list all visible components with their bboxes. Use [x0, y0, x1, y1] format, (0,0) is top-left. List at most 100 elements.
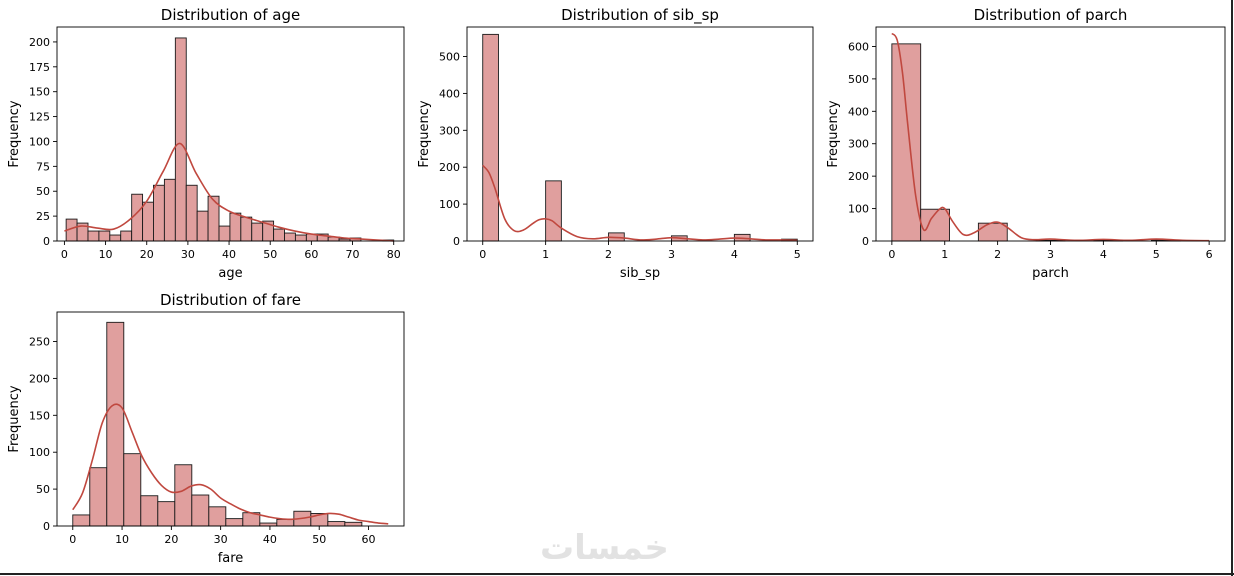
- chart-title: Distribution of age: [161, 6, 300, 24]
- kde-line: [891, 32, 1210, 242]
- y-tick-label: 25: [36, 210, 50, 223]
- x-tick-label: 4: [731, 248, 738, 261]
- frame-right-border: [1231, 0, 1233, 576]
- x-axis-label: age: [218, 266, 242, 281]
- frame-bottom-border: [0, 573, 1234, 575]
- y-tick-label: 200: [29, 372, 50, 385]
- x-axis-label: parch: [1032, 266, 1069, 281]
- histogram-bar: [891, 43, 922, 242]
- y-axis-label: Frequency: [417, 100, 432, 167]
- histogram-bar: [344, 521, 363, 527]
- chart-title: Distribution of parch: [974, 6, 1128, 24]
- x-tick-label: 70: [346, 248, 360, 261]
- y-tick-label: 400: [439, 87, 460, 100]
- y-tick-label: 0: [43, 520, 50, 533]
- chart-panel-1: 0 10 20 30 40 50 60 70 80 0 25 50 75 100 125 150 175 200 D…: [7, 6, 405, 281]
- histogram-bar: [89, 467, 108, 527]
- y-tick-label: 200: [439, 161, 460, 174]
- y-tick-label: 100: [29, 446, 50, 459]
- x-tick-label: 10: [115, 533, 129, 546]
- x-tick-label: 1: [941, 248, 948, 261]
- x-tick-label: 5: [794, 248, 801, 261]
- y-tick-label: 100: [439, 198, 460, 211]
- histogram-bar: [218, 225, 231, 242]
- x-tick-label: 50: [312, 533, 326, 546]
- histogram-bar: [131, 193, 144, 242]
- axes-frame: [56, 311, 405, 527]
- histogram-bar: [120, 230, 133, 242]
- x-tick-label: 3: [1047, 248, 1054, 261]
- y-axis-label: Frequency: [7, 100, 22, 167]
- chart-panel-4: 0 10 20 30 40 50 60 0 50 100 150 200 250 Distribution…: [7, 291, 405, 566]
- x-tick-label: 0: [69, 533, 76, 546]
- histogram-bar: [87, 230, 100, 242]
- histogram-bar: [191, 494, 210, 527]
- y-tick-label: 100: [29, 135, 50, 148]
- x-tick-label: 20: [140, 248, 154, 261]
- histogram-bar: [98, 230, 111, 242]
- chart-panel-3: 0 1 2 3 4 5 6 0 100 200 300 400 500 600 Distribution o…: [826, 6, 1226, 281]
- y-tick-label: 50: [36, 483, 50, 496]
- y-tick-label: 0: [862, 235, 869, 248]
- histogram-bar: [153, 184, 165, 242]
- x-tick-label: 40: [222, 248, 236, 261]
- histogram-bar: [977, 222, 1008, 242]
- histogram-bar: [106, 321, 125, 527]
- histogram-bar: [174, 464, 193, 527]
- x-tick-label: 0: [61, 248, 68, 261]
- kde-line: [64, 142, 394, 242]
- kde-line: [482, 164, 798, 242]
- y-tick-label: 600: [848, 40, 869, 53]
- axes-frame: [466, 26, 814, 242]
- y-tick-label: 150: [29, 409, 50, 422]
- y-tick-label: 0: [43, 235, 50, 248]
- histogram-bar: [284, 232, 296, 242]
- x-tick-label: 0: [888, 248, 895, 261]
- chart-title: Distribution of sib_sp: [561, 6, 719, 25]
- y-tick-label: 200: [848, 170, 869, 183]
- histogram-bar: [157, 501, 176, 527]
- x-tick-label: 10: [99, 248, 113, 261]
- y-tick-label: 175: [29, 61, 50, 74]
- histogram-bar: [123, 453, 142, 527]
- x-tick-label: 80: [387, 248, 401, 261]
- x-tick-label: 1: [542, 248, 549, 261]
- x-tick-label: 2: [605, 248, 612, 261]
- y-tick-label: 500: [848, 73, 869, 86]
- x-tick-label: 20: [164, 533, 178, 546]
- histogram-bar: [273, 228, 285, 242]
- histogram-bar: [163, 178, 176, 242]
- histogram-bar: [208, 506, 227, 527]
- x-axis-label: fare: [218, 551, 244, 566]
- x-tick-label: 5: [1153, 248, 1160, 261]
- x-tick-label: 2: [994, 248, 1001, 261]
- histogram-bar: [174, 37, 187, 242]
- y-tick-label: 150: [29, 86, 50, 99]
- x-tick-label: 60: [304, 248, 318, 261]
- y-axis-label: Frequency: [826, 100, 841, 167]
- y-tick-label: 300: [439, 124, 460, 137]
- x-tick-label: 0: [479, 248, 486, 261]
- histogram-bar: [142, 201, 154, 242]
- y-tick-label: 100: [848, 203, 869, 216]
- histogram-bar: [140, 495, 159, 527]
- watermark: خمسات: [540, 528, 669, 568]
- y-tick-label: 250: [29, 336, 50, 349]
- histogram-bar: [196, 210, 209, 242]
- chart-title: Distribution of fare: [160, 291, 301, 309]
- histogram-bar: [109, 234, 122, 242]
- x-tick-label: 6: [1206, 248, 1213, 261]
- x-tick-label: 3: [668, 248, 675, 261]
- x-axis-label: sib_sp: [620, 266, 660, 281]
- histogram-bar: [482, 33, 499, 242]
- y-tick-label: 200: [29, 36, 50, 49]
- histogram-bar: [545, 180, 562, 242]
- x-tick-label: 4: [1100, 248, 1107, 261]
- histogram-bar: [294, 234, 307, 242]
- histogram-bar: [251, 222, 264, 242]
- x-tick-label: 30: [181, 248, 195, 261]
- histogram-bar: [276, 518, 295, 527]
- x-tick-label: 50: [263, 248, 277, 261]
- x-tick-label: 40: [263, 533, 277, 546]
